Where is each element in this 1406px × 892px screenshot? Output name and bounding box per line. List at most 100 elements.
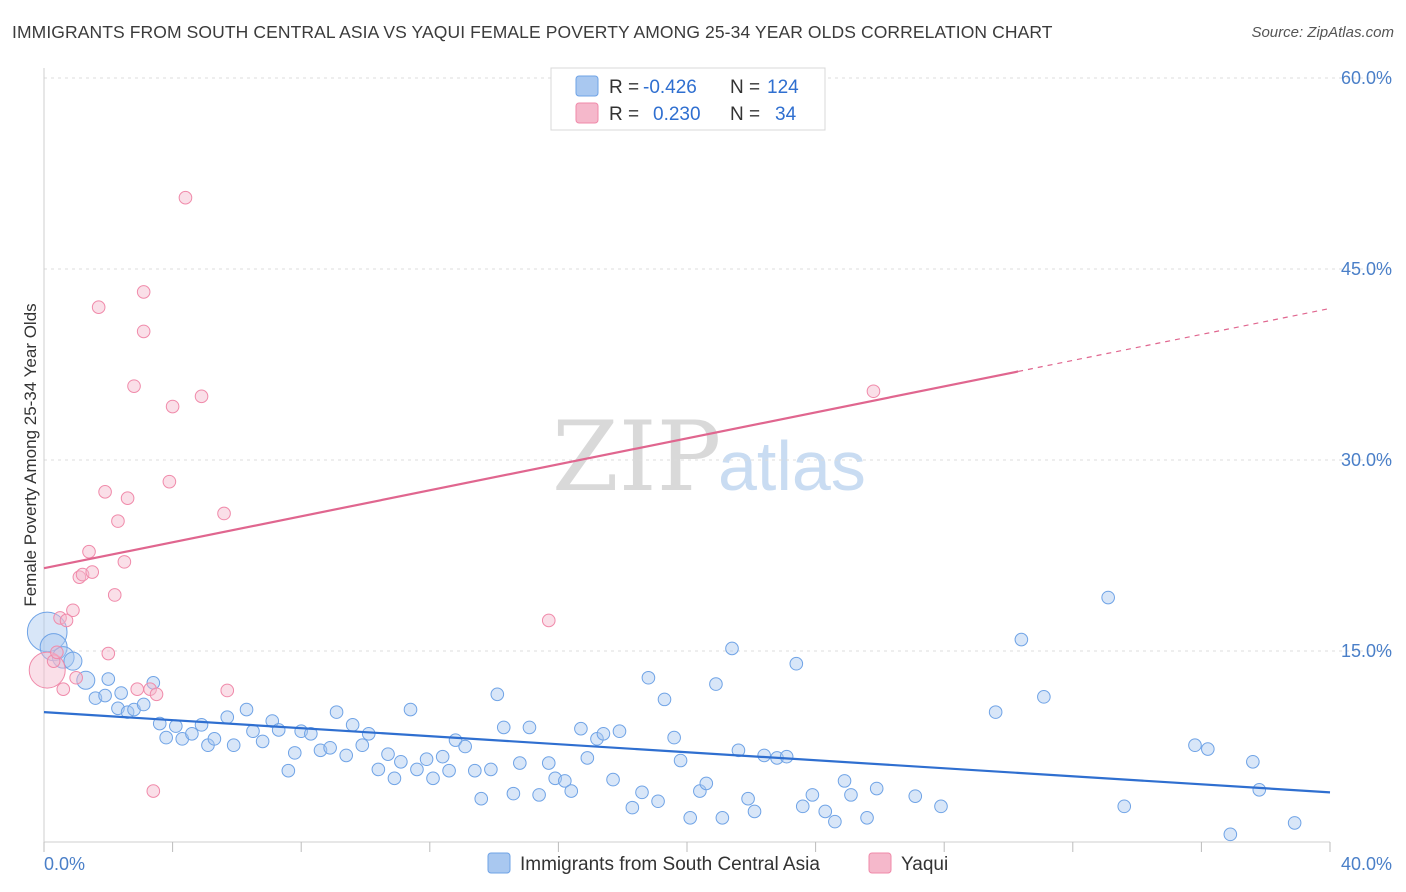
point-immigrants	[323, 740, 337, 755]
point-immigrants	[381, 747, 395, 761]
point-immigrants	[1246, 754, 1260, 769]
legend-swatch-yaqui	[575, 102, 599, 124]
point-immigrants	[651, 794, 665, 809]
point-immigrants	[76, 670, 96, 690]
point-immigrants	[490, 687, 505, 702]
point-yaqui	[66, 603, 80, 618]
series-legend-swatch-immigrants	[487, 852, 511, 874]
point-immigrants	[747, 804, 762, 819]
point-immigrants	[394, 754, 408, 769]
point-immigrants	[220, 710, 235, 725]
point-immigrants	[828, 814, 842, 829]
point-immigrants	[908, 789, 923, 803]
y-axis-label: Female Poverty Among 25-34 Year Olds	[21, 303, 40, 606]
watermark-atlas: atlas	[718, 427, 866, 505]
point-immigrants	[159, 730, 173, 745]
point-immigrants	[63, 651, 83, 671]
point-immigrants	[1201, 742, 1215, 756]
point-immigrants	[522, 720, 537, 735]
point-immigrants	[513, 756, 527, 770]
point-immigrants	[484, 762, 498, 777]
series-legend-label-immigrants: Immigrants from South Central Asia	[520, 854, 820, 875]
point-immigrants	[574, 721, 588, 736]
point-immigrants	[709, 677, 723, 691]
series-legend: Immigrants from South Central Asia Yaqui	[487, 852, 948, 875]
series-legend-label-yaqui: Yaqui	[901, 854, 948, 875]
point-immigrants	[442, 763, 456, 778]
point-immigrants	[1117, 799, 1132, 814]
legend-n-label-yaqui: N =	[730, 104, 760, 125]
trend-lines	[43, 307, 1331, 794]
point-yaqui	[91, 300, 106, 315]
point-immigrants	[419, 752, 434, 767]
point-immigrants	[114, 686, 128, 700]
point-immigrants	[185, 726, 199, 741]
point-immigrants	[612, 724, 627, 739]
point-yaqui	[220, 683, 235, 698]
point-immigrants	[596, 726, 611, 741]
point-immigrants	[403, 702, 418, 717]
point-immigrants	[426, 771, 440, 786]
point-immigrants	[625, 800, 640, 815]
point-yaqui	[59, 613, 74, 628]
point-immigrants	[673, 753, 688, 768]
point-immigrants	[580, 751, 595, 765]
legend-n-value-yaqui: 34	[775, 104, 797, 125]
point-immigrants	[468, 763, 482, 778]
point-immigrants	[355, 738, 370, 753]
point-immigrants	[435, 749, 450, 764]
point-immigrants	[506, 786, 521, 801]
legend-r-value-immigrants: -0.426	[643, 77, 697, 98]
point-immigrants	[345, 718, 360, 732]
point-yaqui	[162, 474, 177, 489]
point-immigrants	[564, 784, 579, 798]
point-immigrants	[1223, 827, 1238, 842]
watermark-zip: ZIP	[552, 401, 721, 513]
point-immigrants	[532, 788, 546, 802]
x-axis-ticks	[43, 842, 1331, 852]
correlation-legend: R = -0.426 N = 124 R = 0.230 N = 34	[550, 67, 826, 131]
source-credit: Source: ZipAtlas.com	[1251, 24, 1394, 41]
point-immigrants	[541, 756, 556, 770]
point-immigrants	[239, 702, 254, 717]
y-tick-label: 30.0%	[1341, 450, 1392, 470]
point-yaqui	[111, 514, 125, 528]
point-immigrants	[496, 720, 511, 735]
point-immigrants	[246, 724, 260, 739]
point-yaqui	[98, 485, 112, 499]
point-immigrants	[1252, 782, 1267, 797]
point-immigrants	[606, 772, 620, 787]
point-yaqui	[120, 491, 135, 506]
point-immigrants	[361, 726, 376, 741]
point-yaqui	[107, 588, 122, 602]
point-yaqui	[82, 544, 96, 559]
point-yaqui	[117, 555, 132, 569]
point-yaqui	[136, 324, 151, 339]
point-yaqui	[28, 651, 66, 689]
point-immigrants	[715, 811, 730, 825]
legend-n-value-immigrants: 124	[767, 77, 799, 98]
point-immigrants	[837, 774, 852, 788]
point-immigrants	[741, 791, 755, 806]
point-immigrants	[725, 641, 739, 656]
y-tick-labels: 15.0% 30.0% 45.0% 60.0%	[1341, 68, 1392, 661]
point-immigrants	[805, 788, 820, 802]
y-tick-label: 45.0%	[1341, 259, 1392, 279]
point-immigrants	[641, 670, 656, 685]
point-immigrants	[860, 811, 874, 825]
point-immigrants	[869, 781, 884, 796]
point-yaqui	[146, 784, 161, 798]
y-tick-label: 15.0%	[1341, 641, 1392, 661]
point-yaqui	[85, 565, 100, 579]
point-yaqui	[866, 384, 881, 399]
point-immigrants	[1101, 590, 1115, 605]
point-immigrants	[101, 672, 116, 686]
x-tick-label-min: 0.0%	[44, 854, 85, 874]
point-immigrants	[458, 739, 472, 754]
point-immigrants	[657, 692, 672, 707]
point-immigrants	[699, 776, 714, 791]
point-immigrants	[339, 748, 354, 763]
series-legend-swatch-yaqui	[868, 852, 892, 874]
legend-swatch-immigrants	[575, 75, 599, 97]
point-immigrants	[371, 762, 386, 777]
